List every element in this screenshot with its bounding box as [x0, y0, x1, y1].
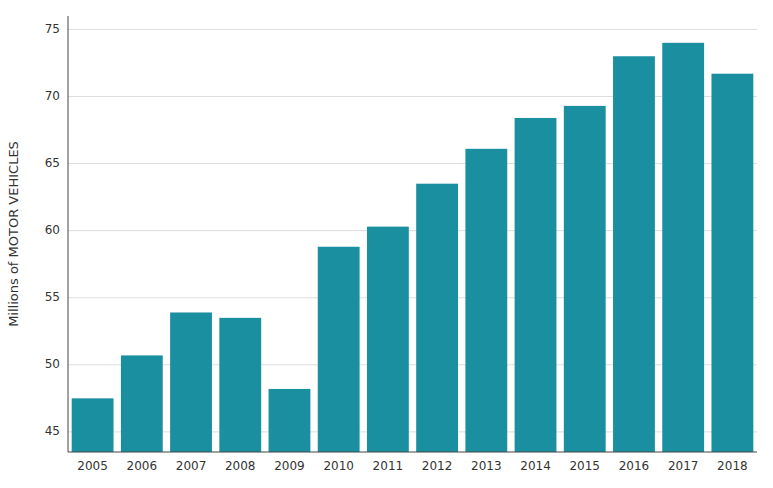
x-tick-label: 2009 [274, 459, 305, 473]
bar [170, 312, 212, 452]
chart: 45 50 55 60 65 70 75 2005 2006 2007 2008 2009 2010 20… [0, 0, 773, 488]
x-tick-label: 2014 [520, 459, 551, 473]
x-tick-label: 2010 [323, 459, 354, 473]
y-tick-label: 45 [45, 424, 60, 438]
bar [564, 106, 606, 452]
chart-container: 45 50 55 60 65 70 75 2005 2006 2007 2008 2009 2010 20… [0, 0, 773, 488]
grid-line [68, 29, 757, 30]
bar [416, 184, 458, 452]
x-tick-label: 2013 [471, 459, 502, 473]
y-tick-label: 70 [45, 89, 60, 103]
x-axis-line [68, 452, 757, 453]
x-tick-label: 2005 [77, 459, 108, 473]
bar [318, 247, 360, 452]
x-tick-label: 2015 [569, 459, 600, 473]
y-tick-label: 75 [45, 22, 60, 36]
y-axis-line [68, 16, 69, 452]
bar [711, 74, 753, 452]
bar [269, 389, 311, 452]
bar [662, 43, 704, 452]
x-tick-label: 2017 [668, 459, 699, 473]
bar [515, 118, 557, 452]
x-tick-label: 2016 [619, 459, 650, 473]
x-tick-label: 2012 [422, 459, 453, 473]
bar [613, 56, 655, 452]
bar [219, 318, 261, 452]
x-tick-label: 2011 [373, 459, 404, 473]
x-tick-label: 2006 [127, 459, 158, 473]
bar [72, 398, 114, 452]
y-tick-label: 50 [45, 357, 60, 371]
bar [121, 355, 163, 452]
bar [367, 227, 409, 452]
y-tick-label: 60 [45, 223, 60, 237]
x-tick-label: 2018 [717, 459, 748, 473]
x-tick-label: 2008 [225, 459, 256, 473]
x-tick-label: 2007 [176, 459, 207, 473]
bar [465, 149, 507, 452]
bars [72, 43, 754, 452]
y-tick-label: 65 [45, 156, 60, 170]
y-axis-label: Millions of MOTOR VEHICLES [6, 141, 21, 327]
y-tick-label: 55 [45, 290, 60, 304]
